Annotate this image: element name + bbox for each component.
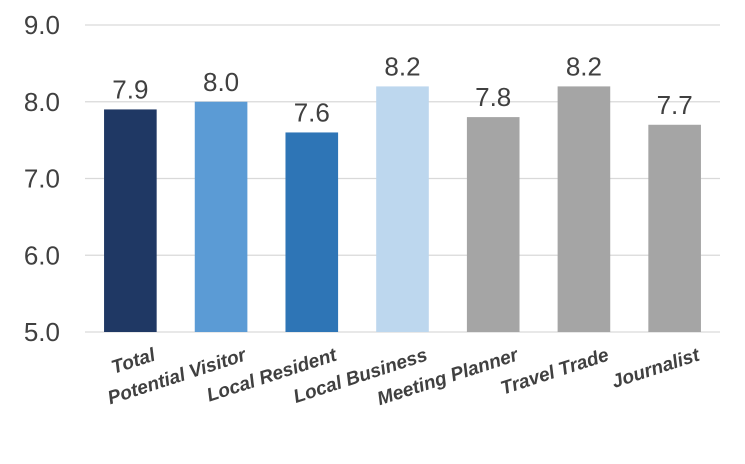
data-label: 8.0 <box>203 67 239 97</box>
bar <box>104 109 157 332</box>
bar <box>376 86 429 333</box>
bar <box>285 132 339 332</box>
data-label: 7.9 <box>112 74 148 104</box>
y-tick-label: 6.0 <box>24 240 60 270</box>
y-tick-label: 8.0 <box>24 87 60 117</box>
bar <box>557 86 611 333</box>
y-tick-label: 5.0 <box>24 317 60 347</box>
y-axis: 5.0 6.0 7.0 8.0 9.0 <box>24 10 60 347</box>
y-tick-label: 9.0 <box>24 10 60 40</box>
y-tick-label: 7.0 <box>24 164 60 194</box>
bars <box>104 86 701 333</box>
data-label: 7.6 <box>294 97 330 127</box>
x-tick-label: Journalist <box>609 345 702 393</box>
data-label: 7.7 <box>657 90 693 120</box>
bar <box>194 101 248 332</box>
data-labels: 7.9 8.0 7.6 8.2 7.8 8.2 7.7 <box>112 51 692 127</box>
bar <box>648 124 701 333</box>
data-label: 8.2 <box>566 51 602 81</box>
data-label: 8.2 <box>384 51 420 81</box>
data-label: 7.8 <box>475 82 511 112</box>
bar <box>466 117 520 332</box>
